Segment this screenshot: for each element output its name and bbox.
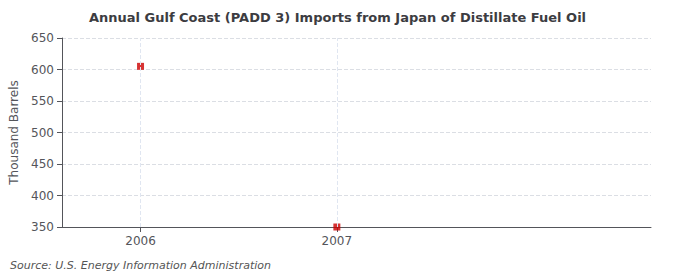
svg-text:600: 600 xyxy=(31,63,54,77)
svg-text:Source: U.S. Energy Informatio: Source: U.S. Energy Information Administ… xyxy=(10,259,271,272)
svg-text:Annual Gulf Coast (PADD 3) Imp: Annual Gulf Coast (PADD 3) Imports from … xyxy=(89,10,586,25)
svg-text:400: 400 xyxy=(31,189,54,203)
svg-text:350: 350 xyxy=(31,220,54,234)
svg-text:650: 650 xyxy=(31,31,54,45)
svg-text:550: 550 xyxy=(31,94,54,108)
svg-text:2007: 2007 xyxy=(322,234,353,248)
svg-text:Thousand Barrels: Thousand Barrels xyxy=(7,80,21,185)
svg-text:2006: 2006 xyxy=(125,234,156,248)
svg-text:500: 500 xyxy=(31,126,54,140)
svg-text:450: 450 xyxy=(31,157,54,171)
